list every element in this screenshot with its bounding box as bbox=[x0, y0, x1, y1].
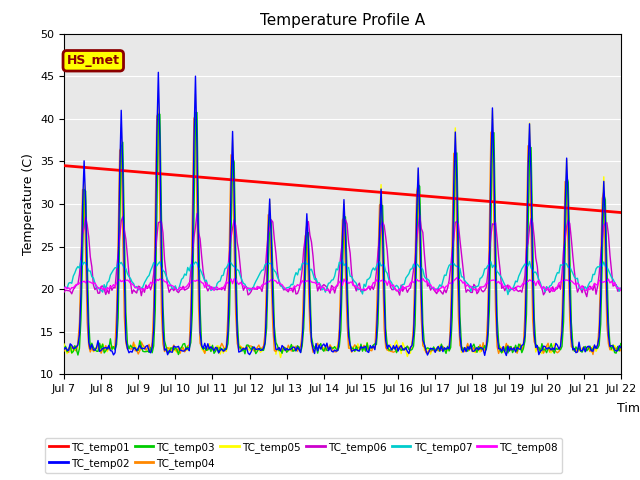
TC_temp08 bbox=[76, 280, 83, 286]
TC_temp04 bbox=[60, 348, 68, 354]
TC_temp01 bbox=[408, 192, 416, 198]
TC_temp08 bbox=[377, 278, 385, 284]
TC_temp07 bbox=[379, 262, 387, 268]
Line: TC_temp07: TC_temp07 bbox=[64, 260, 621, 295]
TC_temp01 bbox=[377, 190, 385, 195]
TC_temp05 bbox=[154, 88, 162, 94]
TC_temp08 bbox=[396, 286, 403, 292]
Line: TC_temp04: TC_temp04 bbox=[64, 113, 621, 355]
TC_temp08 bbox=[408, 278, 416, 284]
TC_temp01 bbox=[76, 164, 83, 170]
TC_temp01 bbox=[617, 210, 625, 216]
TC_temp07 bbox=[76, 265, 83, 271]
TC_temp02 bbox=[60, 347, 68, 352]
TC_temp04 bbox=[617, 348, 625, 354]
TC_temp05 bbox=[380, 293, 388, 299]
TC_temp03 bbox=[77, 315, 85, 321]
TC_temp08 bbox=[435, 289, 442, 295]
TC_temp05 bbox=[552, 345, 559, 350]
TC_temp04 bbox=[379, 264, 387, 270]
TC_temp05 bbox=[76, 331, 83, 336]
TC_temp03 bbox=[74, 352, 82, 358]
TC_temp04 bbox=[589, 352, 597, 358]
TC_temp03 bbox=[399, 347, 406, 352]
TC_temp04 bbox=[76, 319, 83, 325]
TC_temp05 bbox=[60, 341, 68, 347]
TC_temp08 bbox=[552, 285, 559, 290]
TC_temp03 bbox=[412, 322, 419, 328]
TC_temp06 bbox=[583, 294, 591, 300]
TC_temp02 bbox=[379, 230, 387, 236]
TC_temp08 bbox=[617, 288, 625, 293]
TC_temp05 bbox=[276, 355, 284, 360]
Legend: TC_temp01, TC_temp02, TC_temp03, TC_temp04, TC_temp05, TC_temp06, TC_temp07, TC_: TC_temp01, TC_temp02, TC_temp03, TC_temp… bbox=[45, 438, 562, 473]
TC_temp03 bbox=[60, 346, 68, 351]
TC_temp05 bbox=[617, 345, 625, 351]
TC_temp02 bbox=[154, 70, 162, 75]
TC_temp06 bbox=[76, 271, 83, 277]
TC_temp05 bbox=[412, 293, 419, 299]
TC_temp03 bbox=[617, 341, 625, 347]
TC_temp06 bbox=[60, 289, 68, 295]
TC_temp07 bbox=[410, 261, 417, 267]
TC_temp08 bbox=[453, 275, 461, 281]
Title: Temperature Profile A: Temperature Profile A bbox=[260, 13, 425, 28]
TC_temp02 bbox=[617, 345, 625, 350]
TC_temp05 bbox=[165, 345, 173, 350]
Line: TC_temp01: TC_temp01 bbox=[64, 166, 621, 213]
X-axis label: Time: Time bbox=[616, 402, 640, 415]
TC_temp03 bbox=[191, 109, 199, 115]
Y-axis label: Temperature (C): Temperature (C) bbox=[22, 153, 35, 255]
TC_temp02 bbox=[165, 348, 173, 353]
TC_temp03 bbox=[165, 350, 173, 356]
TC_temp07 bbox=[60, 285, 68, 290]
TC_temp02 bbox=[410, 332, 417, 338]
TC_temp05 bbox=[399, 340, 406, 346]
TC_temp06 bbox=[617, 285, 625, 291]
Text: HS_met: HS_met bbox=[67, 54, 120, 67]
TC_temp01 bbox=[396, 191, 403, 197]
TC_temp04 bbox=[550, 347, 558, 352]
TC_temp03 bbox=[552, 346, 559, 351]
TC_temp01 bbox=[60, 163, 68, 168]
TC_temp06 bbox=[397, 282, 405, 288]
TC_temp08 bbox=[164, 281, 172, 287]
Line: TC_temp03: TC_temp03 bbox=[64, 112, 621, 355]
TC_temp07 bbox=[164, 277, 172, 283]
TC_temp01 bbox=[164, 171, 172, 177]
Line: TC_temp02: TC_temp02 bbox=[64, 72, 621, 356]
Line: TC_temp08: TC_temp08 bbox=[64, 278, 621, 292]
TC_temp06 bbox=[164, 282, 172, 288]
TC_temp07 bbox=[552, 274, 559, 279]
TC_temp07 bbox=[339, 257, 346, 263]
TC_temp06 bbox=[379, 219, 387, 225]
TC_temp02 bbox=[502, 353, 510, 359]
Line: TC_temp06: TC_temp06 bbox=[64, 214, 621, 297]
TC_temp02 bbox=[552, 340, 559, 346]
TC_temp08 bbox=[60, 286, 68, 291]
TC_temp07 bbox=[397, 284, 405, 289]
TC_temp04 bbox=[397, 344, 405, 350]
TC_temp06 bbox=[193, 211, 201, 216]
TC_temp06 bbox=[410, 267, 417, 273]
TC_temp04 bbox=[410, 321, 417, 327]
TC_temp02 bbox=[397, 343, 405, 348]
TC_temp04 bbox=[154, 110, 162, 116]
TC_temp06 bbox=[550, 288, 558, 294]
TC_temp07 bbox=[617, 286, 625, 291]
TC_temp07 bbox=[504, 292, 512, 298]
TC_temp02 bbox=[76, 332, 83, 337]
TC_temp04 bbox=[165, 346, 173, 352]
Line: TC_temp05: TC_temp05 bbox=[64, 91, 621, 358]
TC_temp03 bbox=[380, 266, 388, 272]
TC_temp01 bbox=[549, 204, 557, 210]
